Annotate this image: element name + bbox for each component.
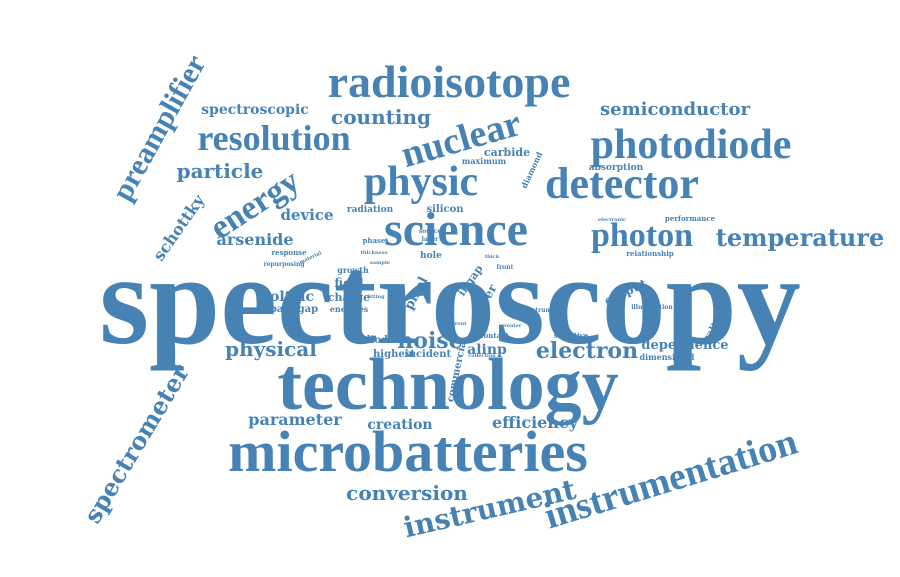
word-parameter: parameter	[248, 412, 341, 428]
word-silicon: silicon	[426, 205, 463, 215]
word-performance: performance	[665, 215, 715, 222]
word-current: current	[445, 322, 466, 327]
word-conversion: conversion	[346, 483, 468, 503]
word-device: device	[280, 208, 333, 223]
word-thick: thick	[485, 255, 499, 260]
word-phase: phase	[363, 237, 386, 244]
word-voltaic: voltaic	[262, 290, 314, 304]
word-absorption: absorption	[589, 164, 643, 173]
word-photodiode: photodiode	[591, 124, 792, 166]
word-spectroscopic: spectroscopic	[201, 103, 309, 117]
word-source: source	[419, 229, 441, 235]
word-sample: sample	[370, 261, 390, 266]
word-hole: hole	[420, 252, 442, 261]
word-repurposing: repurposing	[263, 262, 304, 268]
word-sensitive: sensitive	[554, 332, 589, 339]
word-dimensional: dimensional	[640, 353, 695, 361]
word-relationship: relationship	[626, 250, 674, 257]
word-diode: diode	[364, 336, 395, 346]
word-greater: greater	[501, 324, 522, 329]
word-energies: energies	[330, 305, 368, 313]
word-bandgap: bandgap	[270, 305, 318, 315]
word-electronic: electronic	[598, 218, 626, 223]
word-electron: electron	[536, 340, 638, 362]
word-spectrometer: spectrometer	[80, 361, 193, 527]
word-resolution: resolution	[197, 120, 350, 156]
word-photon: photon	[591, 219, 693, 253]
word-collection: collection	[468, 354, 496, 359]
word-creation: creation	[367, 418, 432, 432]
word-contact: contact	[479, 332, 508, 339]
word-charge: charge	[328, 292, 370, 303]
word-illumination: illumination	[631, 305, 673, 311]
word-counting: counting	[331, 107, 431, 127]
word-growth: growth	[337, 266, 369, 274]
word-incident: incident	[405, 350, 451, 360]
word-physical: physical	[225, 339, 317, 359]
word-spectrum: spectrum	[520, 308, 552, 314]
word-field: field	[334, 277, 363, 289]
word-layer: layer	[422, 237, 439, 243]
word-particle: particle	[177, 161, 264, 181]
word-semiconductor: semiconductor	[600, 101, 750, 119]
word-response: response	[271, 249, 306, 256]
word-radioisotope: radioisotope	[328, 59, 571, 105]
word-arsenide: arsenide	[216, 232, 293, 248]
word-efficiency: efficiency	[492, 415, 578, 431]
word-temperature: temperature	[716, 226, 884, 250]
word-thickness: thickness	[361, 251, 388, 256]
word-fitting: fitting	[367, 295, 384, 300]
word-radiation: radiation	[347, 206, 393, 215]
word-front: front	[497, 265, 514, 271]
word-maximum: maximum	[462, 157, 506, 165]
word-dependence: dependence	[641, 339, 728, 352]
